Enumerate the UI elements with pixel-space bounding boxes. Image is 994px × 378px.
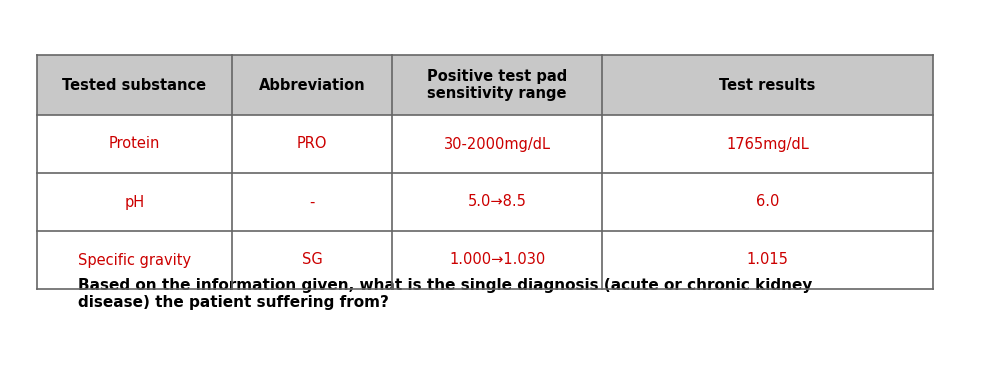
Text: Test results: Test results (720, 77, 815, 93)
Text: 30-2000mg/dL: 30-2000mg/dL (443, 136, 551, 152)
Text: Based on the information given, what is the single diagnosis (acute or chronic k: Based on the information given, what is … (78, 278, 812, 310)
Text: 5.0→8.5: 5.0→8.5 (468, 195, 527, 209)
Text: Positive test pad
sensitivity range: Positive test pad sensitivity range (427, 69, 568, 101)
Text: 6.0: 6.0 (755, 195, 779, 209)
Text: 1.015: 1.015 (746, 253, 788, 268)
Text: 1765mg/dL: 1765mg/dL (726, 136, 809, 152)
Text: Protein: Protein (108, 136, 160, 152)
Bar (37, 115, 933, 173)
Text: PRO: PRO (297, 136, 327, 152)
Text: Tested substance: Tested substance (63, 77, 207, 93)
Bar (37, 231, 933, 289)
Text: 1.000→1.030: 1.000→1.030 (449, 253, 546, 268)
Text: SG: SG (302, 253, 322, 268)
Text: pH: pH (124, 195, 144, 209)
Bar (37, 55, 933, 115)
Text: Specific gravity: Specific gravity (78, 253, 191, 268)
Text: -: - (309, 195, 315, 209)
Text: Abbreviation: Abbreviation (258, 77, 366, 93)
Bar (37, 173, 933, 231)
